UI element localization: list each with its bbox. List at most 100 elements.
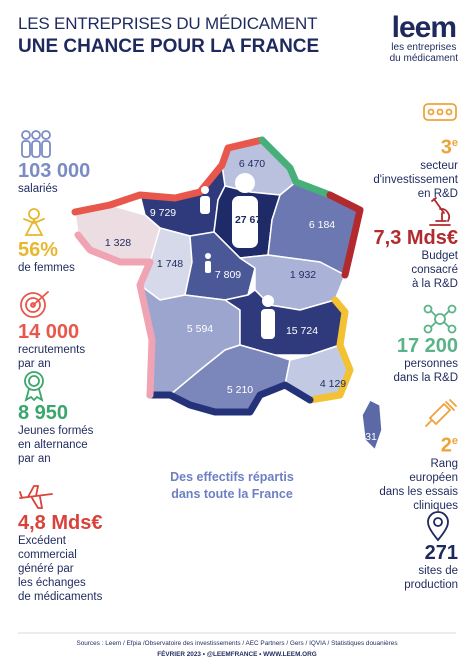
stat-label: salariés [18,183,58,195]
north-border [258,136,334,199]
borders [71,136,364,416]
person-icon [235,173,255,193]
person-icon [232,196,258,248]
stat-value: 17 200 [308,335,458,357]
region-value: 1 328 [105,237,131,249]
map-caption: dans toute la France [171,487,293,501]
stat-number: 2 [440,434,452,457]
stat-icon [23,208,45,236]
stat: 3e secteur d'investissement en R&D [308,100,458,201]
stat-icon [427,511,449,542]
title: UNE CHANCE POUR LA FRANCE [18,36,320,57]
stat-label: à la R&D [411,278,458,290]
stat-value: 56% [18,239,168,261]
stat-value: 3e [308,132,458,159]
region-value: 15 724 [286,325,318,337]
region-value: 7 809 [215,269,241,281]
stat-icon [19,485,53,509]
region-value: 6 184 [309,219,335,231]
stat-icon [24,371,44,402]
stat-value: 4,8 Mds€ [18,512,168,534]
stat-icon [425,399,457,427]
stat-icon [423,103,457,121]
region-value: 9 729 [150,207,176,219]
stat-number: 8 950 [18,402,69,424]
stat: 14 000 recrutements par an [18,289,168,371]
stat-label: européen [409,471,458,484]
stat-label: production [404,579,458,591]
stat-value: 103 000 [18,160,168,182]
stat-number: 7,3 Mds€ [373,227,458,249]
stat-number: 3 [440,136,452,159]
logo-tagline: du médicament [389,53,458,64]
stat-number: 4,8 Mds€ [18,512,103,534]
stat-value: 271 [308,542,458,564]
person-icon [262,295,274,307]
stat-value: 7,3 Mds€ [308,227,458,249]
stat-value: 8 950 [18,402,168,424]
region-value: 5 210 [227,384,253,396]
region-value: 4 129 [320,378,346,390]
stat-label: dans la R&D [393,372,458,384]
stat-value: 2e [308,430,458,457]
stat-number: 271 [424,542,458,564]
person-icons [200,173,275,339]
stat: 4,8 Mds€ Excédent commercial généré par les … [18,480,168,604]
stat-number: 14 000 [18,321,80,343]
person-icon [200,196,210,214]
stat-label: personnes [404,358,458,370]
stat: 2e Rang européen dans les essais cliniques [308,398,458,513]
stat-icon [20,291,49,318]
stat-number: 17 200 [396,335,458,357]
east-border [326,191,364,279]
stat-label: par an [18,453,51,465]
region-shape [361,399,383,451]
north-coast [71,136,266,216]
title: LES ENTREPRISES DU MÉDICAMENT [18,14,318,33]
stat-label: par an [18,358,51,370]
stat: 7,3 Mds€ Budget consacré à la R&D [308,195,458,291]
stat-label: Rang [430,457,459,470]
stat-number: 56% [18,239,59,261]
stat-value: 14 000 [18,321,168,343]
stat: 56% de femmes [18,207,168,275]
stat-label: de femmes [18,262,75,274]
stat-label: d'investissement [373,173,458,186]
stat-label: Excédent [18,535,66,547]
stat-label: en alternance [18,439,88,451]
sources: Sources : Leem / Efpia /Observatoire des… [76,640,398,647]
stat-label: cliniques [413,499,458,512]
logo-tagline: les entreprises [391,42,457,53]
credits: FÉVRIER 2023 • @LEEMFRANCE • WWW.LEEM.OR… [157,651,317,658]
person-icon [201,186,209,194]
stat-label: dans les essais [379,485,458,498]
stat-label: de médicaments [18,591,103,603]
region-value: 1 932 [290,269,316,281]
west-coast [74,231,156,399]
alps-border [306,296,354,404]
stat-label: secteur [420,159,458,172]
logo: leem les entreprises du médicament [389,11,458,65]
stat: 8 950 Jeunes formés en alternance par an [18,370,168,466]
stat-label: généré par [18,563,74,575]
stat: 17 200 personnes dans la R&D [308,303,458,385]
stat-icon [429,197,451,226]
person-icon [261,309,275,339]
stat-label: consacré [411,264,458,276]
person-icon [205,253,211,259]
logo-name: leem [391,11,457,44]
stat-label: Budget [421,250,458,262]
person-icon [205,261,211,273]
stat-number: 103 000 [18,160,91,182]
map-caption: Des effectifs répartis [170,470,294,484]
south-border [146,381,314,416]
stat-label: recrutements [18,344,86,356]
stat-suffix: e [451,137,458,149]
stat-icon [21,130,51,158]
region-value: 1 748 [157,258,183,270]
stat: 103 000 salariés [18,128,168,196]
stat-label: Jeunes formés [18,425,94,437]
stat: 271 sites de production [308,510,458,592]
